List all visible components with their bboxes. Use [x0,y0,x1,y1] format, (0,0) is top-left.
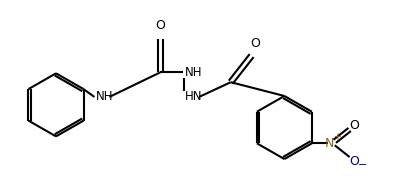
Text: O: O [251,37,261,50]
Text: +: + [333,132,341,142]
Text: N: N [325,137,335,150]
Text: O: O [350,119,359,132]
Text: HN: HN [185,90,203,104]
Text: O: O [350,154,359,168]
Text: −: − [358,160,367,170]
Text: NH: NH [185,66,203,79]
Text: NH: NH [96,90,113,104]
Text: O: O [155,19,165,32]
